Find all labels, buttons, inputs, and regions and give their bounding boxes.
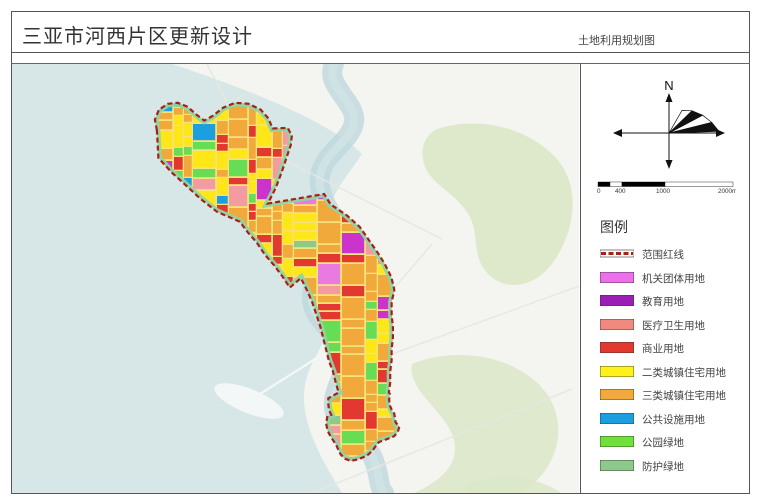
svg-text:2000m: 2000m xyxy=(718,188,736,194)
svg-text:400: 400 xyxy=(615,188,626,194)
svg-text:0: 0 xyxy=(597,188,601,194)
svg-text:1000: 1000 xyxy=(656,188,671,194)
svg-text:N: N xyxy=(664,78,673,93)
